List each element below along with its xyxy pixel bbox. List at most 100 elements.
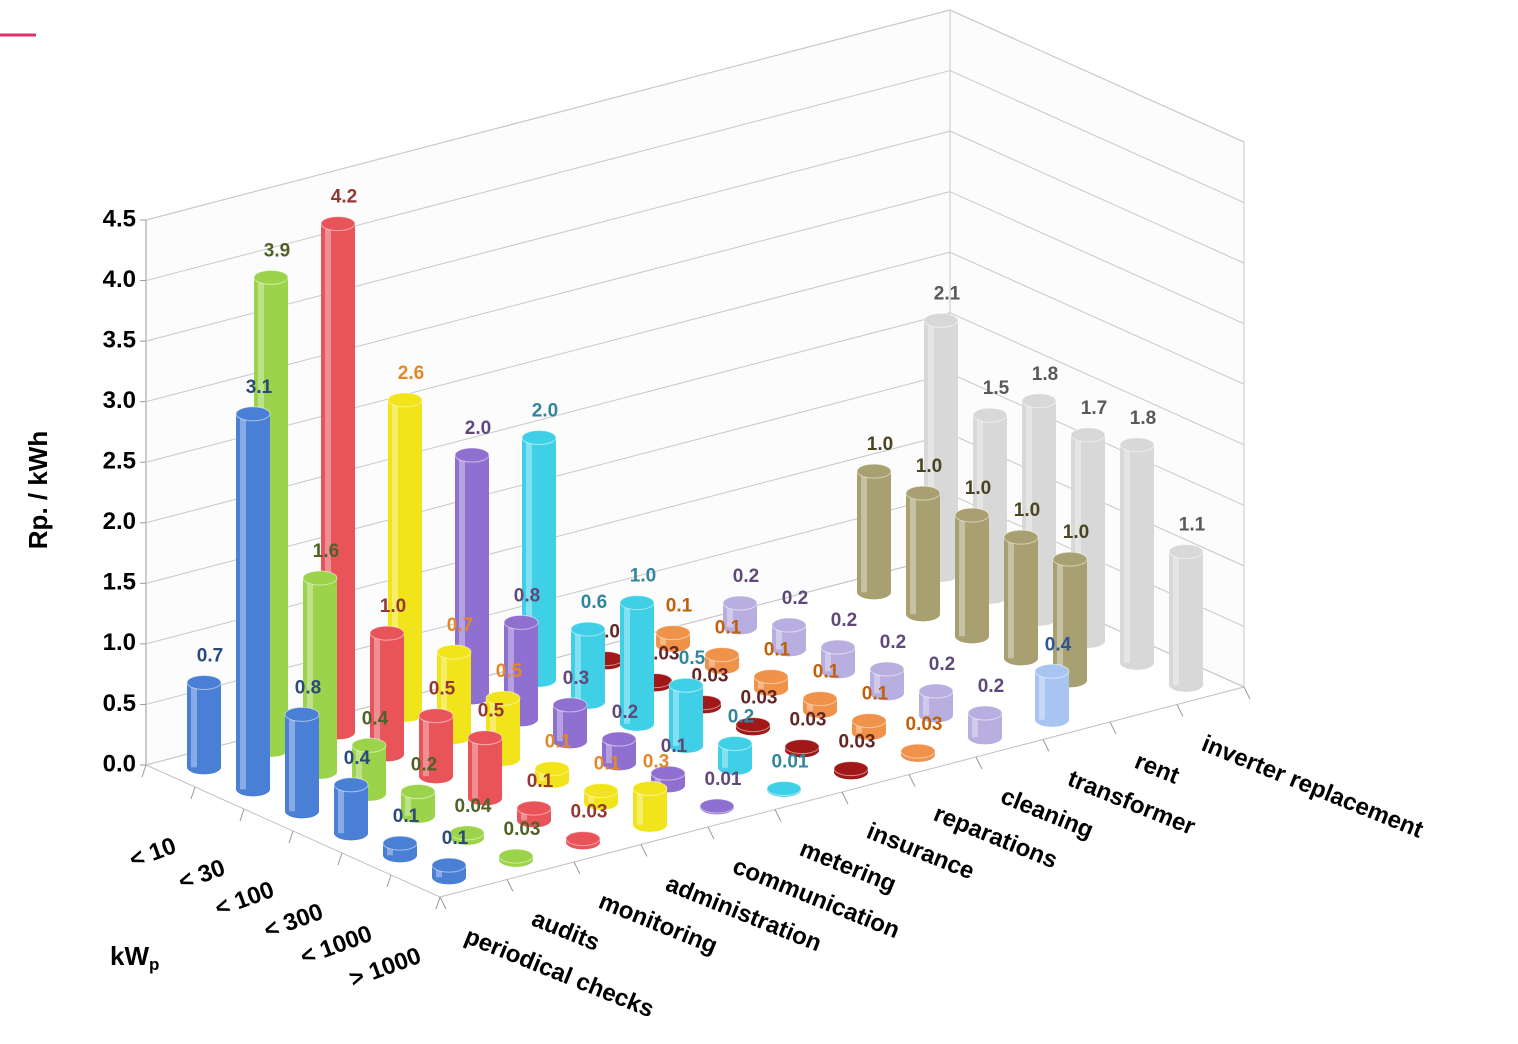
value-label: 0.03 (741, 688, 778, 709)
value-label: 1.0 (867, 434, 893, 455)
bar (1052, 551, 1088, 688)
bar-shade (334, 784, 368, 841)
bar (369, 625, 405, 762)
bar-top (833, 761, 869, 777)
y-tick-label: 4.5 (103, 205, 136, 232)
bar (333, 777, 369, 841)
bar (583, 783, 619, 810)
bar (619, 595, 655, 731)
bar-top (753, 669, 789, 685)
x-tick (1109, 721, 1117, 735)
bar-top (918, 683, 954, 699)
bar-top (923, 312, 959, 328)
bar (869, 661, 905, 701)
x-tick-label: audits (528, 905, 604, 957)
bar-shade (1004, 537, 1038, 666)
bar (235, 406, 271, 797)
value-label: 0.1 (862, 684, 889, 705)
bar (856, 463, 892, 600)
value-label: 0.2 (880, 632, 906, 653)
bar-highlight (1057, 559, 1063, 681)
value-label: 0.1 (393, 806, 420, 827)
bar-top (632, 780, 668, 796)
x-tick (975, 756, 983, 770)
bar-highlight (240, 413, 246, 790)
bar (382, 835, 418, 863)
bar-shade (553, 704, 587, 749)
bar-highlight (191, 682, 197, 768)
bar (418, 708, 454, 784)
bar-top (699, 798, 735, 814)
bar (570, 621, 606, 709)
bar-shade (370, 633, 404, 762)
bar-top (869, 661, 905, 677)
bar (735, 717, 771, 736)
value-label: 1.0 (965, 478, 991, 499)
grid-line (949, 9, 1245, 143)
bar-top (972, 407, 1008, 423)
bar-shade (571, 629, 605, 709)
value-label: 1.5 (983, 378, 1010, 399)
bar-highlight (923, 691, 929, 716)
grid-line (949, 191, 1245, 325)
bar-top (503, 614, 539, 630)
bar-top (905, 485, 941, 501)
bar-shade (633, 788, 667, 832)
bar-top (333, 777, 369, 793)
value-label: 1.6 (313, 541, 339, 562)
bar (186, 674, 222, 775)
bar (918, 683, 954, 723)
bar-highlight (526, 437, 532, 680)
bar (400, 784, 436, 823)
value-label: 0.1 (594, 754, 621, 775)
bar-shade (1053, 559, 1087, 688)
value-label: 0.03 (906, 714, 943, 735)
bar (699, 798, 735, 815)
bar-top (820, 639, 856, 655)
bar-highlight (338, 784, 344, 834)
value-label: 0.1 (661, 736, 688, 757)
value-label: 0.2 (978, 676, 1004, 697)
bar-highlight (392, 399, 398, 715)
value-label: 0.5 (496, 661, 523, 682)
bar (498, 848, 534, 867)
value-label: 0.2 (411, 755, 437, 776)
bar (467, 730, 503, 806)
bar-shade (1169, 551, 1203, 692)
bar-highlight (374, 633, 380, 755)
y-tick-label: 4.0 (103, 266, 136, 293)
bar-top (565, 831, 601, 847)
bar-shade (723, 603, 757, 635)
y-tick-label: 0.5 (103, 690, 136, 717)
z-axis-title-main: kW (110, 941, 149, 971)
y-tick-label: 1.0 (103, 629, 136, 656)
bar-shade (1120, 444, 1154, 670)
x-tick (774, 809, 782, 822)
x-tick (1176, 704, 1184, 717)
grid-line (145, 70, 951, 282)
bar (771, 617, 807, 657)
value-label: 0.6 (581, 592, 607, 613)
value-label: 0.2 (782, 588, 808, 609)
bar-top (1070, 427, 1106, 443)
x-tick (506, 879, 514, 892)
bar-top (485, 690, 521, 706)
value-label: 0.7 (447, 615, 473, 636)
bar (766, 781, 802, 797)
value-label: 0.2 (733, 566, 759, 587)
bar-top (1003, 529, 1039, 545)
value-label: 0.3 (563, 668, 589, 689)
value-label: 0.5 (679, 648, 706, 669)
bar-shade (1035, 671, 1069, 727)
bar-top (570, 621, 606, 637)
value-label: 1.8 (1032, 364, 1058, 385)
bar-top (851, 713, 887, 729)
bar (668, 677, 704, 753)
bar-top (954, 507, 990, 523)
bar-shade (968, 713, 1002, 745)
bar (954, 507, 990, 644)
bar-top (1052, 551, 1088, 567)
bar-shade (455, 455, 489, 705)
bar-top (1168, 544, 1204, 560)
